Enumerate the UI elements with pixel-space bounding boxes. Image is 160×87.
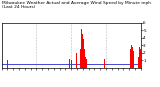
Text: Milwaukee Weather Actual and Average Wind Speed by Minute mph (Last 24 Hours): Milwaukee Weather Actual and Average Win… [2,1,151,9]
